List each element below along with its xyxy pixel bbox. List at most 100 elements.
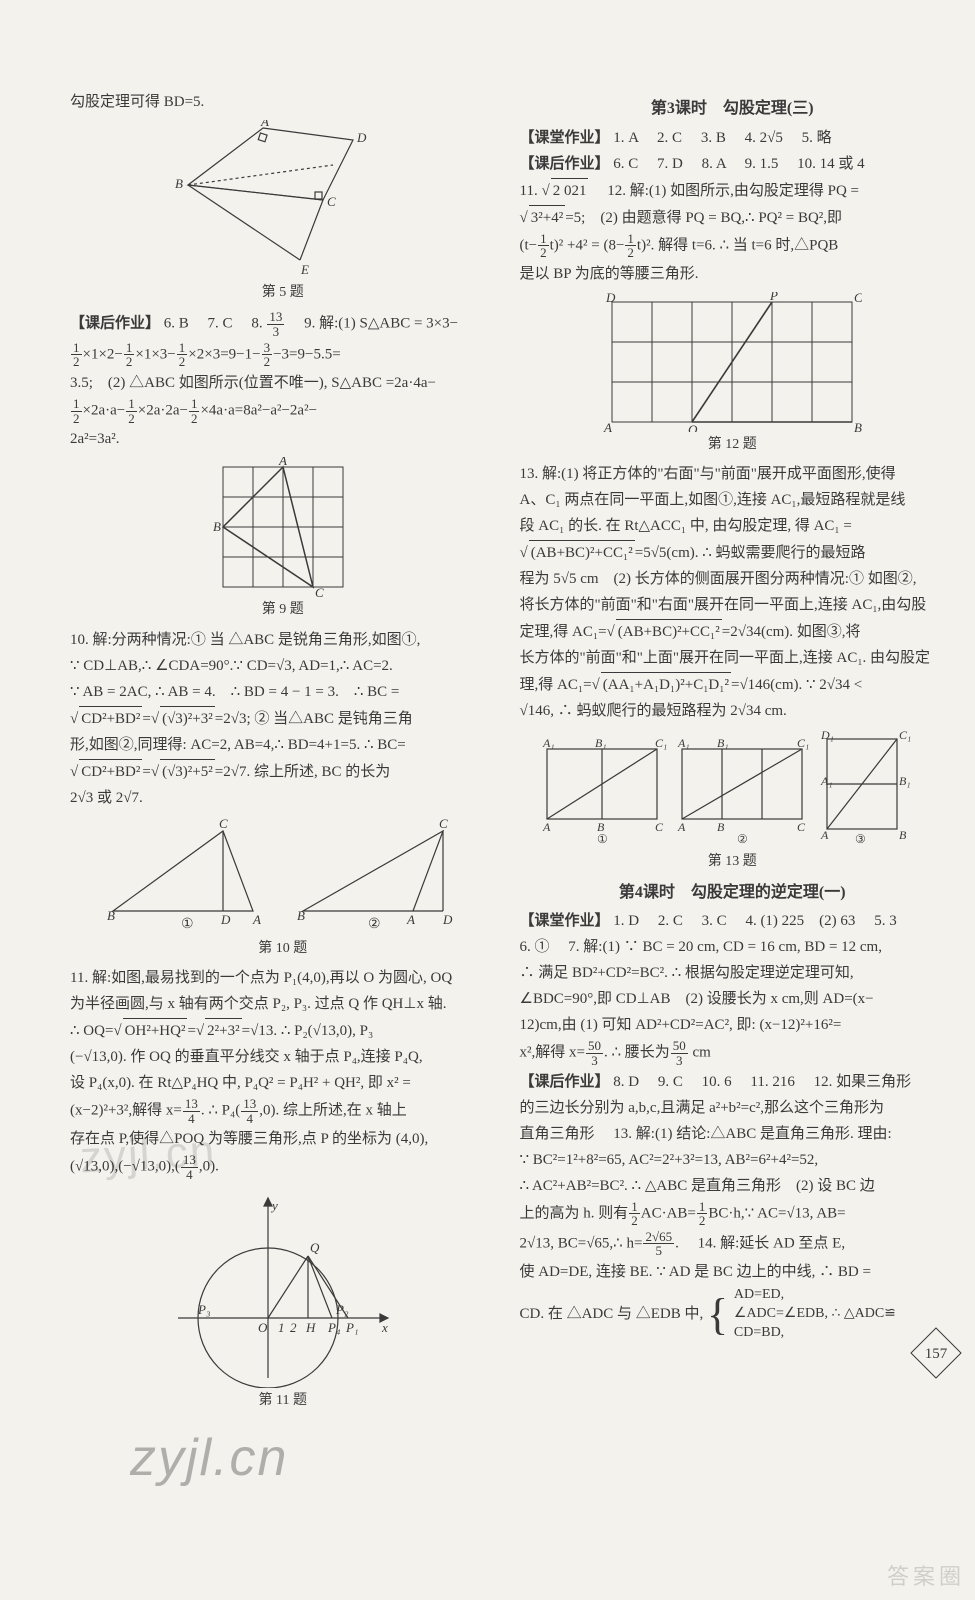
brand-text: 答案圈 [887, 1559, 965, 1594]
h11-12: 11. √2 021 12. 解:(1) 如图所示,由勾股定理得 PQ = [520, 178, 946, 203]
figure-13: A₁B₁C₁ ABC ① A₁B₁C₁ ABC ② D₁C₁ A₁B₁ AB ③… [520, 729, 946, 873]
svg-text:Q: Q [688, 422, 698, 432]
svg-text:B: B [107, 908, 115, 923]
h13-3: ∴ AC²+AB²=BC². ∴ △ABC 是直角三角形 (2) 设 BC 边 [520, 1174, 946, 1198]
svg-text:③: ③ [855, 832, 866, 846]
svg-text:C: C [439, 816, 448, 831]
figure-9: A B C 第 9 题 [70, 457, 496, 621]
figure-10: ① ② CBDA CBAD 第 10 题 [70, 816, 496, 960]
svg-text:A₁: A₁ [542, 736, 555, 750]
h14-2: 使 AD=DE, 连接 BE. ∵ AD 是 BC 边上的中线, ∴ BD = [520, 1260, 946, 1284]
svg-text:D: D [356, 130, 367, 145]
svg-text:B: B [717, 820, 725, 834]
figure-12: DPC AQB 第 12 题 [520, 292, 946, 456]
q11-6: (x−2)²+3²,解得 x=134. ∴ P₄(134,0). 综上所述,在 … [70, 1097, 496, 1125]
figure-5-svg: A D C B E [173, 120, 393, 280]
q10-3: ∵ AB = 2AC, ∴ AB = 4. ∴ BD = 4 − 1 = 3. … [70, 680, 496, 704]
h12-3: (t−12t)² +4² = (8−12t)². 解得 t=6. ∴ 当 t=6… [520, 232, 946, 260]
svg-text:B: B [899, 828, 907, 842]
svg-text:E: E [300, 262, 309, 277]
q11-8: (√13,0),(−√13,0),(134,0). [70, 1153, 496, 1181]
q13-8: 长方体的"前面"和"上面"展开在同一平面上,连接 AC₁. 由勾股定 [520, 646, 946, 670]
svg-text:A: A [677, 820, 686, 834]
d7-2: ∴ 满足 BD²+CD²=BC². ∴ 根据勾股定理逆定理可知, [520, 961, 946, 985]
svg-text:B₁: B₁ [595, 736, 607, 750]
svg-text:A: A [278, 457, 287, 468]
svg-text:O: O [258, 1320, 268, 1335]
q10-4: √CD²+BD²=√(√3)²+3²=2√3; ② 当△ABC 是钝角三角 [70, 706, 496, 731]
figure-11-caption: 第 11 题 [259, 1390, 307, 1412]
svg-text:P₄: P₄ [327, 1320, 341, 1335]
svg-text:C₁: C₁ [899, 729, 911, 742]
svg-text:A: A [542, 820, 551, 834]
h12b-2: 的三边长分别为 a,b,c,且满足 a²+b²=c²,那么这个三角形为 [520, 1096, 946, 1120]
svg-text:P: P [769, 292, 778, 303]
h14-3: CD. 在 △ADC 与 △EDB 中, { AD=ED, ∠ADC=∠EDB,… [520, 1286, 946, 1343]
q13-9: 理,得 AC₁=√(AA₁+A₁D₁)²+C₁D₁²=√146(cm). ∵ 2… [520, 672, 946, 697]
q9-line4: 12×2a·a−12×2a·2a−12×4a·a=8a²−a²−2a²− [70, 397, 496, 425]
svg-text:D₁: D₁ [820, 729, 834, 742]
q8-frac: 133 [267, 310, 284, 338]
h13-5: 2√13, BC=√65,∴ h=2√655. 14. 解:延长 AD 至点 E… [520, 1230, 946, 1258]
q7: 7. C [208, 316, 233, 332]
q13-5: 程为 5√5 cm (2) 长方体的侧面展开图分两种情况:① 如图②, [520, 567, 946, 591]
d-line2: 6. ① 7. 解:(1) ∵ BC = 20 cm, CD = 16 cm, … [520, 935, 946, 959]
svg-text:②: ② [368, 917, 381, 932]
svg-text:A: A [260, 120, 269, 129]
hw2-line: 【课后作业】 8. D 9. C 10. 6 11. 216 12. 如果三角形 [520, 1070, 946, 1094]
svg-text:①: ① [181, 917, 194, 932]
svg-text:C: C [315, 585, 324, 597]
q9-line5: 2a²=3a². [70, 427, 496, 451]
figure-11-svg: y x O Q H P₁ P₄ P₃ P₂ 1 2 [168, 1188, 398, 1388]
q11-1: 11. 解:如图,最易找到的一个点为 P₁(4,0),再以 O 为圆心, OQ [70, 966, 496, 990]
q13-6: 将长方体的"前面"和"右面"展开在同一平面上,连接 AC₁,由勾股 [520, 593, 946, 617]
svg-text:x: x [381, 1320, 388, 1335]
q8-pre: 8. [251, 316, 266, 332]
figure-12-caption: 第 12 题 [708, 434, 757, 456]
svg-text:B₁: B₁ [899, 774, 911, 788]
q13-7: 定理,得 AC₁=√(AB+BC)²+CC₁²=2√34(cm). 如图③,将 [520, 619, 946, 644]
svg-text:P₃: P₃ [197, 1302, 210, 1317]
h12b-13: 直角三角形 13. 解:(1) 结论:△ABC 是直角三角形. 理由: [520, 1122, 946, 1146]
page-number-text: 157 [925, 1346, 948, 1362]
svg-text:B₁: B₁ [717, 736, 729, 750]
q13-4: √(AB+BC)²+CC₁²=5√5(cm). ∴ 蚂蚁需要爬行的最短路 [520, 540, 946, 565]
svg-text:1: 1 [278, 1320, 285, 1335]
d-line1: 【课堂作业】 1. D 2. C 3. C 4. (1) 225 (2) 63 … [520, 909, 946, 933]
q10-2: ∵ CD⊥AB,∴ ∠CDA=90°.∵ CD=√3, AD=1,∴ AC=2. [70, 654, 496, 678]
d7-5: x²,解得 x=503. ∴ 腰长为503 cm [520, 1039, 946, 1067]
svg-text:B: B [297, 908, 305, 923]
svg-text:A: A [252, 912, 261, 927]
svg-text:y: y [270, 1198, 278, 1213]
q9-line3: 3.5; (2) △ABC 如图所示(位置不唯一), S△ABC =2a·4a− [70, 371, 496, 395]
svg-text:B: B [213, 519, 221, 534]
svg-text:①: ① [597, 832, 608, 846]
svg-text:C: C [219, 816, 228, 831]
h12-4: 是以 BP 为底的等腰三角形. [520, 262, 946, 286]
svg-text:C: C [327, 194, 336, 209]
page-root: 勾股定理可得 BD=5. A D C B E [0, 0, 975, 1458]
svg-text:D: D [220, 912, 231, 927]
q10-7: 2√3 或 2√7. [70, 786, 496, 810]
svg-text:A: A [406, 912, 415, 927]
page-number-badge: 157 [909, 1326, 963, 1380]
svg-text:②: ② [737, 832, 748, 846]
svg-text:D: D [442, 912, 453, 927]
svg-text:P₂: P₂ [335, 1302, 349, 1317]
q13-3: 段 AC₁ 的长. 在 Rt△ACC₁ 中, 由勾股定理, 得 AC₁ = [520, 514, 946, 538]
q11-5: 设 P₄(x,0). 在 Rt△P₄HQ 中, P₄Q² = P₄H² + QH… [70, 1071, 496, 1095]
svg-text:Q: Q [310, 1240, 320, 1255]
q10-6: √CD²+BD²=√(√3)²+5²=2√7. 综上所述, BC 的长为 [70, 759, 496, 784]
svg-text:C: C [655, 820, 664, 834]
q6: 6. B [164, 316, 189, 332]
class-label: 【课堂作业】 [520, 130, 610, 146]
figure-5-caption: 第 5 题 [262, 282, 304, 304]
title-lesson-4: 第4课时 勾股定理的逆定理(一) [520, 880, 946, 906]
q13-10: √146, ∴ 蚂蚁爬行的最短路程为 2√34 cm. [520, 699, 946, 723]
homework-label: 【课后作业】 [70, 316, 160, 332]
hw-line1: 【课后作业】 6. C 7. D 8. A 9. 1.5 10. 14 或 4 [520, 152, 946, 176]
q11-3: ∴ OQ=√OH²+HQ²=√2²+3²=√13. ∴ P₂(√13,0), P… [70, 1018, 496, 1043]
svg-text:D: D [605, 292, 616, 305]
svg-text:B: B [175, 176, 183, 191]
q13-1: 13. 解:(1) 将正方体的"右面"与"前面"展开成平面图形,使得 [520, 462, 946, 486]
